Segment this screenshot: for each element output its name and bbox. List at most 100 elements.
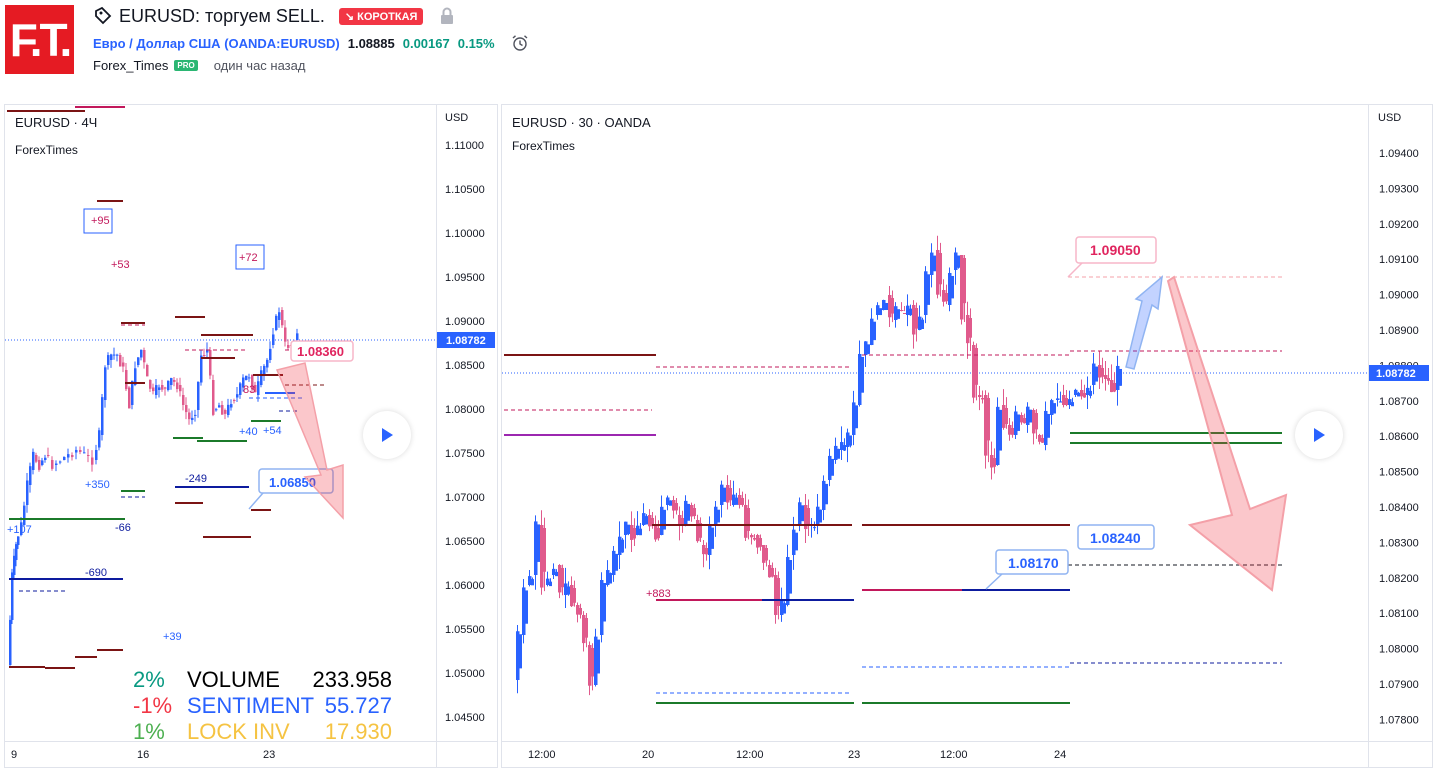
candle-body [897, 309, 900, 319]
candle-body [915, 308, 918, 329]
candle-body [693, 508, 696, 517]
candle-body [894, 306, 898, 320]
price-tick-label: 1.08000 [1379, 644, 1419, 656]
candle-body [999, 409, 1002, 451]
left-chart-canvas[interactable]: 1.11000 1.10500 1.10000 1.09500 1.09000 1.085… [5, 105, 497, 767]
candle-body [519, 634, 522, 669]
candle-body [218, 405, 221, 408]
candle-body [936, 250, 940, 295]
callout-pointer [1067, 262, 1083, 278]
candle-body [768, 565, 772, 578]
candle-body [687, 503, 690, 521]
stat-lock-pct: 1% [133, 719, 165, 744]
candle-body [807, 508, 810, 525]
annotation-label: +883 [646, 588, 671, 600]
callout-box [1077, 524, 1155, 550]
annotation-label: +107 [7, 524, 32, 536]
candle-body [128, 387, 131, 409]
candle-body [990, 455, 994, 468]
candle-body [1113, 383, 1116, 392]
annotation-box [235, 244, 265, 270]
candle-body [666, 497, 670, 505]
time-tick-label: 23 [263, 749, 275, 761]
price-tick-label: 1.08900 [1379, 325, 1419, 337]
forex-times-logo[interactable]: F.T. [5, 5, 74, 74]
candle-body [939, 253, 942, 285]
candle-body [263, 365, 266, 375]
candle-body [1023, 418, 1026, 424]
candle-body [729, 488, 732, 501]
candle-body [699, 523, 702, 538]
candle-body [215, 409, 218, 411]
price-tick-label: 1.09000 [445, 316, 485, 328]
candle-body [555, 571, 558, 577]
left-time-axis-border [5, 741, 497, 742]
candle-body [83, 452, 86, 454]
candle-body [861, 356, 864, 393]
candle-body [1083, 393, 1086, 398]
candle-body [696, 520, 700, 542]
candle-body [813, 527, 816, 529]
candle-body [798, 502, 802, 525]
candle-body [91, 457, 94, 465]
right-chart-panel[interactable]: EURUSD · 30 · OANDA ForexTimes USD 1.094… [501, 104, 1433, 768]
candle-body [963, 258, 966, 304]
right-time-axis-border [502, 741, 1432, 742]
right-currency-label: USD [1378, 112, 1402, 124]
candle-body [224, 410, 227, 414]
candle-body [684, 500, 688, 525]
candle-body [888, 295, 892, 318]
candle-body [13, 555, 16, 575]
instrument-link[interactable]: Евро / Доллар США (OANDA:EURUSD) [93, 35, 340, 51]
annotation-label: -249 [185, 473, 207, 485]
callout-price: 1.08360 [297, 344, 344, 359]
candle-body [876, 305, 880, 315]
candle-body [173, 380, 176, 382]
alarm-clock-icon[interactable] [511, 34, 529, 52]
candle-body [534, 521, 538, 575]
candle-body [603, 583, 606, 622]
candle-body [1080, 390, 1084, 397]
candle-body [891, 298, 894, 314]
candle-body [1098, 365, 1102, 378]
candle-body [732, 494, 736, 505]
candle-body [987, 398, 990, 441]
author-name[interactable]: Forex_Times [93, 58, 169, 73]
candle-body [654, 525, 658, 540]
stat-lock-label: LOCK INV [187, 719, 290, 744]
candle-body [924, 271, 928, 315]
candle-body [146, 365, 149, 377]
candle-body [762, 545, 766, 563]
candle-body [242, 377, 245, 388]
left-play-button[interactable] [363, 411, 411, 459]
candle-body [1053, 403, 1056, 414]
candle-body [948, 272, 952, 305]
candle-body [32, 451, 35, 470]
candle-body [200, 355, 203, 383]
right-chart-canvas[interactable]: 1.09400 1.09300 1.09200 1.09100 1.09000 1.089… [502, 105, 1432, 767]
candle-body [552, 568, 556, 575]
price-tick-label: 1.10500 [445, 184, 485, 196]
price-tick-label: 1.07500 [445, 448, 485, 460]
candle-body [984, 395, 988, 456]
left-chart-panel[interactable]: EURUSD · 4Ч ForexTimes USD 1.11000 1.1050… [4, 104, 498, 768]
annotation-label: +39 [163, 631, 182, 643]
candle-body [182, 395, 185, 405]
candle-body [176, 382, 179, 390]
candle-body [1056, 398, 1060, 400]
price-tick-label: 1.08100 [1379, 608, 1419, 620]
right-play-button[interactable] [1295, 411, 1343, 459]
candle-body [774, 575, 778, 615]
candle-body [1050, 400, 1054, 415]
candle-body [116, 354, 119, 356]
price-tick-label: 1.09200 [1379, 219, 1419, 231]
candle-body [41, 460, 44, 465]
time-tick-label: 12:00 [528, 749, 556, 761]
callout-box [290, 340, 354, 362]
candle-body [993, 458, 996, 467]
last-price: 1.08885 [347, 35, 395, 51]
candle-body [149, 380, 152, 389]
candle-body [954, 252, 958, 270]
candle-body [55, 463, 58, 465]
candle-body [663, 509, 666, 530]
